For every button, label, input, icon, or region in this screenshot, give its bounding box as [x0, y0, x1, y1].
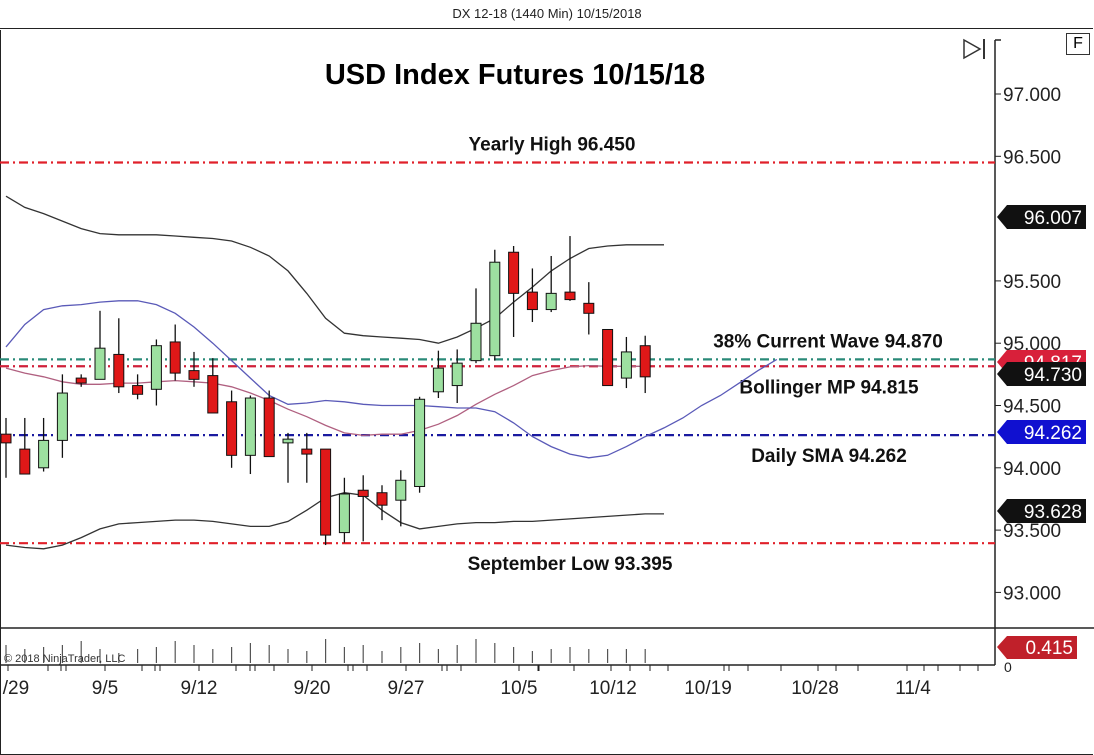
- level-label: 38% Current Wave 94.870: [713, 331, 943, 352]
- candle-body[interactable]: [19, 448, 31, 475]
- candle-body[interactable]: [395, 479, 407, 501]
- candle-body[interactable]: [451, 362, 463, 387]
- level-label: Yearly High 96.450: [469, 135, 636, 156]
- candle-body[interactable]: [244, 397, 256, 456]
- price-marker-label: 94.262: [1024, 423, 1082, 444]
- candle-body[interactable]: [432, 367, 444, 393]
- skip-to-end-button[interactable]: [960, 36, 990, 62]
- candle-body[interactable]: [169, 341, 181, 374]
- price-marker: [997, 499, 1086, 523]
- y-tick-label: 96.500: [1003, 147, 1061, 168]
- y-tick-label: 97.000: [1003, 85, 1061, 106]
- price-marker-label: 94.730: [1024, 365, 1082, 386]
- chart-title: USD Index Futures 10/15/18: [325, 59, 705, 91]
- y-tick-label: 94.500: [1003, 397, 1061, 418]
- candle-body[interactable]: [526, 291, 538, 311]
- x-tick-label: 11/4: [895, 678, 931, 699]
- y-tick-label: 93.000: [1003, 583, 1061, 604]
- x-tick-label: 9/27: [388, 678, 425, 699]
- x-tick-label: /29: [3, 678, 29, 699]
- instrument-title-bar: DX 12-18 (1440 Min) 10/15/2018: [0, 0, 1094, 28]
- price-marker: [997, 420, 1086, 444]
- x-tick-label: 9/5: [92, 678, 118, 699]
- indicator-line: [5, 300, 778, 459]
- price-marker: [997, 205, 1086, 229]
- candle-body[interactable]: [0, 433, 12, 444]
- candle-body[interactable]: [301, 448, 313, 455]
- candle-body[interactable]: [38, 439, 50, 469]
- volume-zero-label: 0: [1004, 659, 1012, 675]
- x-tick-label: 10/12: [589, 678, 637, 699]
- float-button[interactable]: F: [1066, 33, 1090, 55]
- y-tick-label: 95.500: [1003, 272, 1061, 293]
- level-label: September Low 93.395: [468, 554, 673, 575]
- candle-body[interactable]: [376, 492, 388, 506]
- volume-marker: [997, 636, 1077, 659]
- skip-to-end-icon: [963, 38, 985, 60]
- candle-body[interactable]: [188, 370, 200, 380]
- level-label: Daily SMA 94.262: [751, 446, 907, 467]
- candle-body[interactable]: [357, 489, 369, 497]
- y-tick-label: 94.000: [1003, 459, 1061, 480]
- candle-body[interactable]: [263, 397, 275, 458]
- x-tick-label: 10/5: [501, 678, 538, 699]
- candle-body[interactable]: [489, 261, 501, 357]
- indicator-line: [5, 195, 664, 344]
- candle-body[interactable]: [545, 292, 557, 311]
- candle-body[interactable]: [56, 392, 68, 441]
- x-tick-label: 9/12: [181, 678, 218, 699]
- copyright-text: © 2018 NinjaTrader, LLC: [4, 653, 125, 665]
- candle-body[interactable]: [207, 375, 219, 414]
- y-tick-label: 93.500: [1003, 521, 1061, 542]
- indicator-line: [5, 492, 664, 550]
- candle-body[interactable]: [470, 322, 482, 362]
- candle-body[interactable]: [414, 398, 426, 487]
- candle-body[interactable]: [338, 493, 350, 534]
- candle-body[interactable]: [583, 302, 595, 314]
- candle-body[interactable]: [226, 401, 238, 456]
- candle-body[interactable]: [508, 251, 520, 294]
- candle-body[interactable]: [75, 377, 87, 384]
- candle-body[interactable]: [620, 351, 632, 379]
- candle-body[interactable]: [320, 448, 332, 536]
- candle-body[interactable]: [564, 291, 576, 301]
- level-label: Bollinger MP 94.815: [739, 377, 919, 398]
- candle-body[interactable]: [639, 345, 651, 378]
- x-tick-label: 10/19: [684, 678, 732, 699]
- candle-body[interactable]: [150, 345, 162, 390]
- price-marker-label: 93.628: [1024, 502, 1082, 523]
- candle-body[interactable]: [602, 328, 614, 387]
- volume-marker-label: 0.415: [1025, 638, 1073, 659]
- x-tick-label: 9/20: [294, 678, 331, 699]
- instrument-title: DX 12-18 (1440 Min) 10/15/2018: [452, 6, 642, 21]
- price-marker: [997, 362, 1086, 386]
- price-marker-label: 96.007: [1024, 208, 1082, 229]
- candle-body[interactable]: [113, 353, 125, 388]
- candle-body[interactable]: [282, 438, 294, 444]
- x-tick-label: 10/28: [791, 678, 839, 699]
- candle-body[interactable]: [132, 385, 144, 395]
- indicator-line: [5, 364, 646, 437]
- candle-body[interactable]: [94, 347, 106, 380]
- y-tick-label: 95.000: [1003, 334, 1061, 355]
